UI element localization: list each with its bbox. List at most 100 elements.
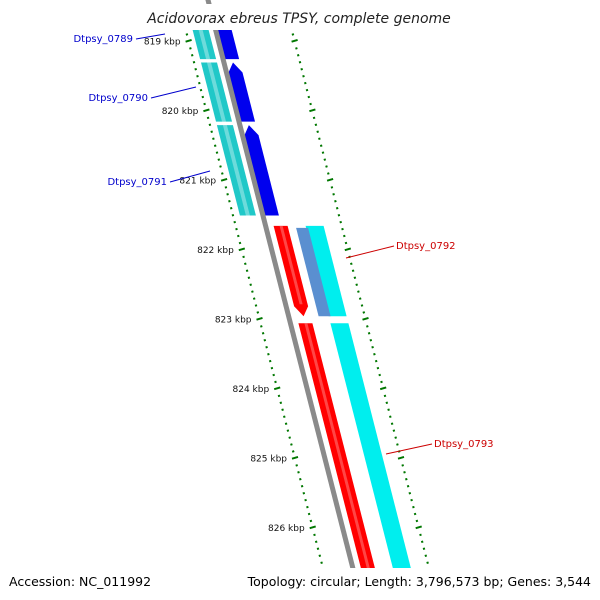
tick-mark	[320, 561, 323, 564]
tick-mark	[304, 498, 307, 502]
tick-mark	[415, 525, 422, 530]
tick-mark	[288, 436, 291, 439]
tick-mark	[334, 199, 337, 203]
tick-mark	[367, 332, 371, 335]
tick-mark	[219, 165, 222, 168]
tick-mark	[238, 241, 242, 245]
tick-mark	[226, 193, 229, 196]
tick-mark	[235, 227, 238, 231]
tick-mark	[290, 443, 293, 446]
tick-mark	[274, 380, 277, 384]
tick-mark	[229, 206, 233, 210]
cds-highlight	[304, 323, 378, 600]
tick-mark	[270, 366, 274, 370]
tick-mark	[403, 471, 406, 474]
tick-mark	[221, 172, 224, 175]
tick-mark	[412, 505, 415, 509]
tick-mark	[267, 352, 270, 356]
tick-mark	[413, 512, 417, 516]
tick-mark	[378, 373, 381, 377]
accession-text: Accession: NC_011992	[9, 574, 151, 589]
tick-mark	[196, 74, 199, 78]
tick-mark	[318, 137, 321, 140]
tick-mark	[307, 95, 311, 99]
gene-label-dtpsy_0792: Dtpsy_0792	[396, 241, 456, 252]
tick-mark	[291, 450, 295, 453]
tick-mark	[380, 380, 383, 384]
tick-mark	[392, 429, 396, 432]
tick-mark	[185, 33, 189, 36]
tick-mark	[424, 554, 428, 557]
tick-mark	[401, 464, 404, 467]
tick-mark	[422, 547, 426, 550]
tick-mark	[220, 177, 228, 182]
feature-band-dtpsy_0791	[216, 125, 256, 216]
tick-mark	[309, 108, 316, 113]
backbone-line	[205, 0, 364, 600]
feature-band-dtpsy_0792	[305, 225, 347, 317]
cds-highlight	[279, 225, 303, 305]
feature-band-dtpsy_0793	[330, 323, 419, 600]
tick-mark	[318, 554, 322, 557]
tick-mark	[357, 290, 360, 293]
tick-mark	[344, 241, 348, 245]
tick-mark	[302, 491, 306, 495]
tick-mark	[295, 47, 298, 50]
tick-mark	[261, 332, 265, 335]
tick-mark	[304, 81, 307, 85]
tick-label: 825 kbp	[250, 455, 287, 465]
tick-mark	[321, 151, 325, 154]
tick-mark	[231, 213, 235, 217]
tick-mark	[360, 304, 364, 307]
tick-mark	[406, 484, 410, 488]
tick-mark	[353, 276, 357, 279]
tick-mark	[295, 464, 298, 467]
tick-mark	[339, 220, 342, 224]
tick-mark	[307, 512, 311, 516]
tick-mark	[426, 561, 429, 564]
feature-band-shine	[207, 62, 226, 122]
feature-band-dtpsy_0790	[201, 62, 232, 122]
map-title: Acidovorax ebreus TPSY, complete genome	[146, 11, 451, 27]
tick-mark	[300, 67, 303, 71]
gene-label-dtpsy_0790: Dtpsy_0790	[88, 93, 148, 104]
tick-mark	[279, 401, 283, 405]
tick-mark	[415, 519, 419, 523]
tick-mark	[405, 477, 408, 481]
tick-mark	[203, 108, 210, 113]
tick-mark	[213, 144, 217, 147]
tick-mark	[256, 311, 260, 314]
tick-mark	[313, 533, 316, 537]
tick-mark	[332, 193, 335, 196]
tick-mark	[374, 359, 378, 363]
gene-label-dtpsy_0791: Dtpsy_0791	[107, 177, 167, 188]
tick-mark	[245, 269, 249, 272]
tick-mark	[302, 74, 305, 78]
tick-mark	[309, 519, 313, 523]
title-backdrop	[140, 4, 460, 30]
gene-leader-line	[150, 86, 197, 99]
gene-label-dtpsy_0789: Dtpsy_0789	[73, 34, 133, 45]
tick-mark	[316, 130, 319, 133]
tick-mark	[217, 158, 221, 161]
tick-mark	[379, 386, 387, 391]
tick-mark	[355, 283, 358, 286]
feature-band-shine	[222, 125, 250, 216]
tick-mark	[343, 234, 346, 238]
tick-mark	[309, 525, 316, 530]
tick-mark	[314, 123, 318, 127]
tick-mark	[394, 436, 397, 439]
tick-mark	[305, 88, 309, 92]
footer-backdrop	[0, 568, 600, 600]
tick-mark	[201, 95, 205, 99]
gene-leader-line	[135, 33, 166, 40]
tick-mark	[242, 255, 245, 259]
tick-mark	[247, 276, 251, 279]
gene-leader-line	[345, 245, 395, 259]
tick-mark	[337, 213, 341, 217]
tick-mark	[224, 186, 228, 189]
tick-mark	[297, 471, 300, 474]
tick-mark	[194, 67, 197, 71]
tick-mark	[244, 262, 247, 266]
